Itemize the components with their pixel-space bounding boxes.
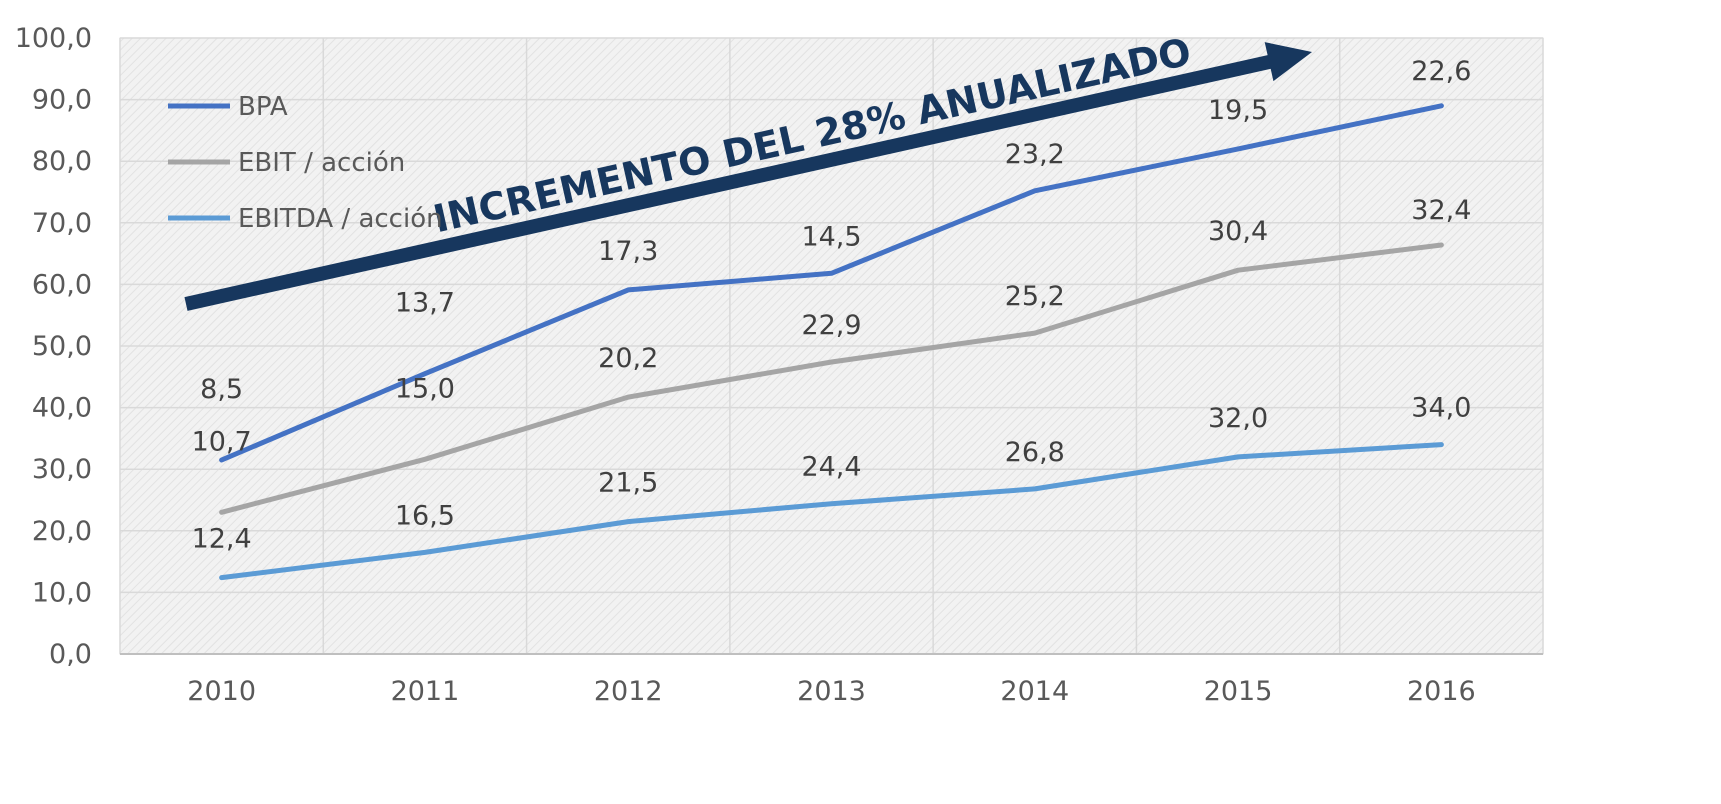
data-label: 22,9: [801, 310, 861, 341]
x-tick-label: 2014: [1000, 676, 1069, 707]
data-label: 17,3: [598, 236, 658, 267]
x-tick-label: 2015: [1204, 676, 1273, 707]
y-tick-label: 80,0: [32, 146, 92, 177]
data-label: 30,4: [1208, 216, 1268, 247]
y-tick-label: 90,0: [32, 85, 92, 116]
data-label: 12,4: [192, 524, 252, 555]
data-label: 8,5: [200, 374, 243, 405]
data-label: 10,7: [192, 426, 252, 457]
x-tick-label: 2013: [797, 676, 866, 707]
data-label: 25,2: [1005, 281, 1065, 312]
data-label: 22,6: [1411, 56, 1471, 87]
y-tick-label: 40,0: [32, 393, 92, 424]
y-tick-label: 50,0: [32, 331, 92, 362]
legend-label: EBIT / acción: [238, 148, 405, 178]
legend-label: BPA: [238, 92, 288, 122]
data-label: 32,4: [1411, 195, 1471, 226]
series-line-0: [219, 103, 1444, 463]
y-tick-label: 60,0: [32, 269, 92, 300]
x-tick-label: 2012: [594, 676, 663, 707]
data-label: 14,5: [801, 221, 861, 252]
data-label: 15,0: [395, 373, 455, 404]
legend-label: EBITDA / acción: [238, 204, 443, 234]
data-label: 21,5: [598, 468, 658, 499]
y-tick-label: 70,0: [32, 208, 92, 239]
y-tick-label: 10,0: [32, 577, 92, 608]
data-label: 13,7: [395, 288, 455, 319]
data-label: 20,2: [598, 343, 658, 374]
data-label: 24,4: [801, 452, 861, 483]
data-label: 19,5: [1208, 95, 1268, 126]
y-tick-label: 30,0: [32, 454, 92, 485]
data-label: 32,0: [1208, 403, 1268, 434]
series-line-2: [219, 442, 1444, 581]
y-tick-label: 100,0: [15, 23, 92, 54]
x-tick-label: 2016: [1407, 676, 1476, 707]
trend-arrow-head: [1264, 42, 1312, 82]
y-tick-label: 20,0: [32, 516, 92, 547]
y-tick-label: 0,0: [49, 639, 92, 670]
data-label: 26,8: [1005, 437, 1065, 468]
x-tick-label: 2011: [391, 676, 460, 707]
trend-arrow-shaft: [184, 53, 1280, 311]
series-line-1: [219, 242, 1444, 515]
data-label: 34,0: [1411, 393, 1471, 424]
data-label: 16,5: [395, 500, 455, 531]
data-label: 23,2: [1005, 139, 1065, 170]
x-tick-label: 2010: [187, 676, 256, 707]
